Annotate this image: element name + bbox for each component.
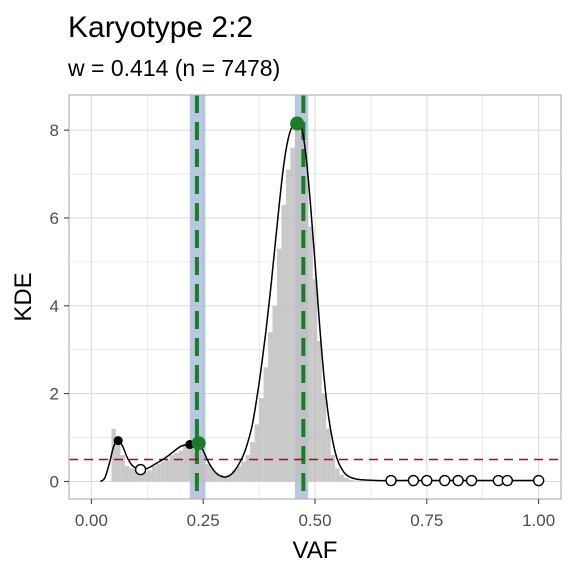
histogram-bar [348, 479, 354, 482]
x-axis-title: VAF [293, 537, 338, 564]
y-axis-ticks: 0 2 4 6 8 [50, 121, 69, 491]
x-tick-label: 0.50 [298, 511, 331, 530]
detected-peak-point [113, 436, 123, 446]
histogram-bar [317, 340, 322, 482]
x-tick-label: 0.25 [187, 511, 220, 530]
histogram-bar [276, 248, 282, 482]
y-tick-label: 2 [50, 385, 59, 404]
y-tick-label: 8 [50, 121, 59, 140]
y-tick-label: 6 [50, 209, 59, 228]
histogram-bar [263, 367, 269, 482]
histogram-bar [326, 428, 331, 482]
histogram-bar [241, 461, 246, 482]
histogram-bar [156, 463, 161, 482]
matched-peak-point [191, 436, 206, 451]
histogram-bar [245, 455, 251, 482]
unused-peak-point [134, 463, 147, 476]
unused-peak-point [439, 474, 451, 487]
histogram-bar [115, 441, 121, 482]
histogram-bar [344, 477, 349, 482]
x-axis-ticks: 0.00 0.25 0.50 0.75 1.00 [75, 499, 555, 530]
histogram-bar [321, 393, 327, 482]
histogram-bar [160, 461, 166, 482]
unused-peak-point [407, 474, 420, 487]
x-tick-label: 0.75 [410, 511, 443, 530]
histogram-bar [272, 305, 277, 482]
unused-peak-point [465, 474, 478, 487]
unused-peak-point [501, 474, 514, 487]
density-curve [99, 122, 539, 483]
y-tick-label: 0 [50, 472, 59, 491]
histogram-bar [290, 147, 295, 482]
histogram-bar [214, 472, 219, 482]
unused-peak-point [532, 474, 545, 487]
chart-subtitle: w = 0.414 (n = 7478) [67, 55, 280, 81]
histogram-bar [303, 182, 309, 482]
density-line [99, 122, 539, 483]
histogram-bar [232, 470, 237, 482]
histogram-bar [254, 424, 260, 482]
histogram-bar [281, 204, 286, 482]
peak-points [113, 116, 545, 487]
unused-peak-point [385, 474, 397, 487]
histogram-bar [169, 455, 175, 482]
histogram-bar [200, 455, 206, 482]
histogram-bar [183, 444, 188, 482]
histogram-bar [294, 130, 300, 482]
histogram-bar [124, 466, 130, 482]
histogram-bar [133, 469, 139, 482]
histogram-bar [187, 444, 192, 482]
histogram-bar [178, 450, 184, 482]
histogram-bar [312, 279, 318, 482]
histogram-bar [339, 474, 345, 482]
unused-peak-point [421, 474, 433, 487]
histogram-bar [151, 466, 157, 482]
histogram-bar [138, 470, 143, 482]
histogram-bar [223, 476, 228, 482]
histogram-bar [308, 226, 313, 482]
histogram-bar [353, 480, 358, 482]
histogram-bar [147, 470, 152, 482]
histogram-bar [120, 455, 125, 482]
histogram-bar [142, 471, 148, 482]
histogram-bar [299, 134, 304, 482]
histogram-bar [268, 332, 273, 482]
histogram-bar [165, 459, 170, 482]
histogram-bar [205, 463, 210, 482]
histogram-bar [335, 468, 340, 482]
histogram-bar [236, 466, 242, 482]
histogram-bar [330, 455, 336, 482]
histogram-bar [259, 398, 264, 482]
x-tick-label: 0.00 [75, 511, 108, 530]
expected-peak-lines [194, 95, 306, 499]
histogram-bar [111, 428, 116, 482]
histogram-bar [227, 474, 233, 482]
plot-panel [68, 94, 562, 500]
histogram-bar [218, 474, 224, 482]
y-tick-label: 4 [50, 297, 59, 316]
y-axis-title: KDE [10, 272, 37, 321]
histogram-bar [285, 169, 291, 482]
histogram-bar [129, 468, 134, 482]
chart-title: Karyotype 2:2 [68, 11, 253, 44]
unused-peak-point [452, 474, 464, 487]
histogram-bar [250, 441, 255, 482]
matched-peak-point [290, 116, 305, 131]
histogram-bar [209, 468, 215, 482]
x-tick-label: 1.00 [522, 511, 555, 530]
histogram-bar [174, 452, 179, 482]
